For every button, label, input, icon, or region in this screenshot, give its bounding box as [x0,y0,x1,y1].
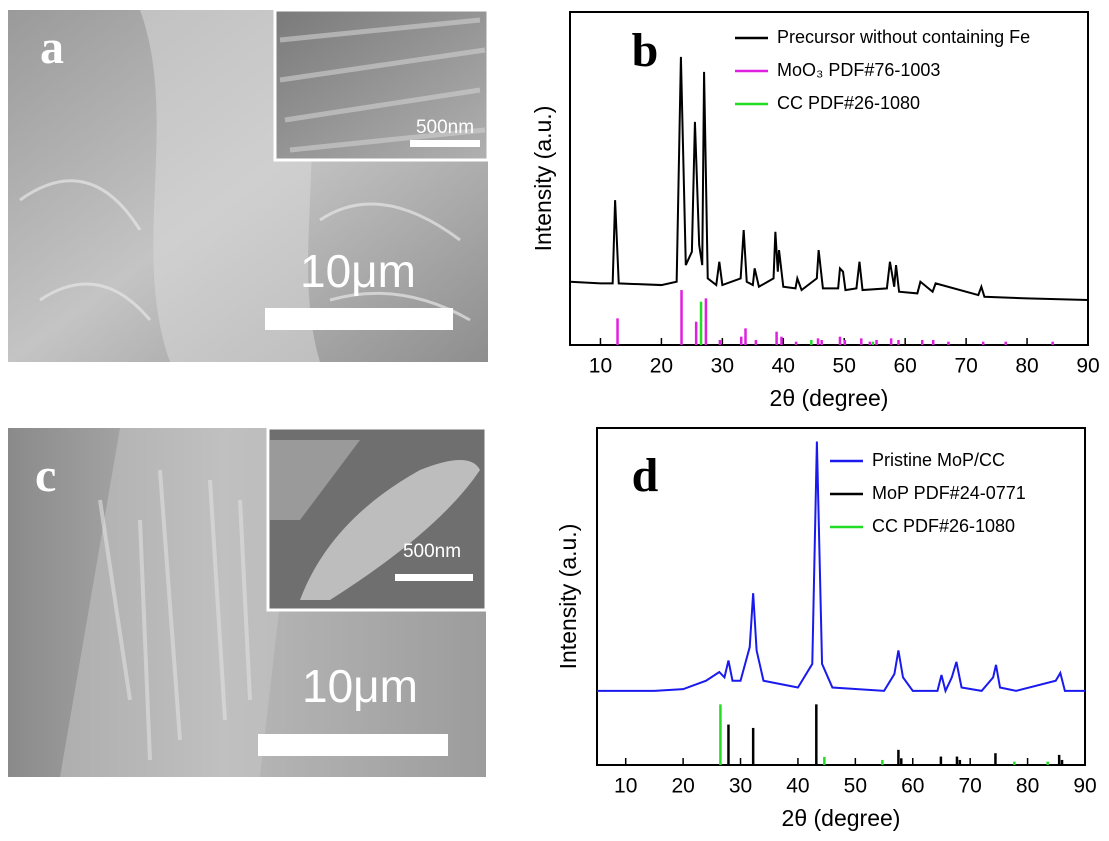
x-tick-label: 90 [1076,355,1099,378]
x-tick-label: 70 [954,355,977,378]
legend-label: Pristine MoP/CC [872,450,1005,470]
x-tick-label: 70 [958,775,981,798]
inset-scale-bar-label: 500nm [416,117,474,138]
inset-scale-bar-label: 500nm [403,541,461,562]
panel-label: b [632,24,659,77]
x-tick-label: 60 [901,775,924,798]
sem-image-c: c 10μm 500nm [8,428,486,777]
x-axis-label: 2θ (degree) [782,805,901,831]
x-tick-label: 30 [711,355,734,378]
legend-label: MoO₃ PDF#76-1003 [777,60,940,80]
legend-label: CC PDF#26-1080 [777,93,920,113]
x-tick-label: 60 [893,355,916,378]
x-tick-label: 50 [833,355,856,378]
plot-frame [597,428,1085,765]
scale-bar-label: 10μm [302,660,418,712]
panel-label: d [632,449,659,502]
legend-label: MoP PDF#24-0771 [872,483,1026,503]
x-axis-label: 2θ (degree) [770,385,889,411]
panel-label: a [40,21,64,74]
legend-label: CC PDF#26-1080 [872,516,1015,536]
x-tick-label: 40 [786,775,809,798]
figure: a 10μm 500nm c 10μm 500nm 10 20 30 40 50 60 70… [0,0,1109,841]
x-tick-label: 40 [772,355,795,378]
x-tick-label: 90 [1073,775,1096,798]
y-axis-label: Intensity (a.u.) [530,106,556,252]
x-tick-label: 80 [1016,775,1039,798]
x-tick-label: 50 [844,775,867,798]
scale-bar-label: 10μm [300,245,416,297]
y-axis-label: Intensity (a.u.) [555,524,581,670]
pattern-line [597,441,1085,690]
x-tick-label: 10 [614,775,637,798]
x-tick-label: 10 [589,355,612,378]
x-tick-label: 30 [729,775,752,798]
x-tick-label: 20 [650,355,673,378]
x-tick-label: 20 [671,775,694,798]
x-tick-label: 80 [1015,355,1038,378]
panel-label: c [35,449,56,502]
legend-label: Precursor without containing Fe [777,27,1030,47]
sem-image-a: a 10μm 500nm [8,10,488,362]
